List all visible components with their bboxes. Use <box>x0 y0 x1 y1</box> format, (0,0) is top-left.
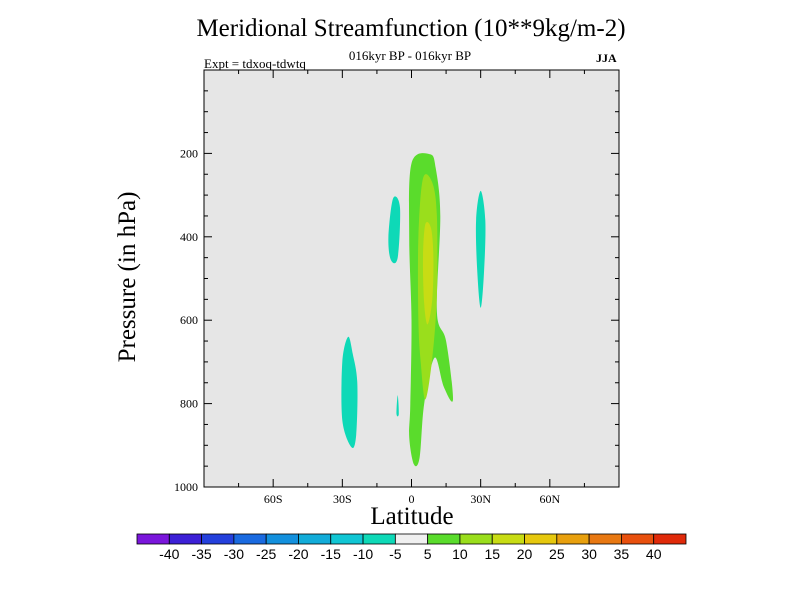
colorbar-label: 10 <box>452 546 468 562</box>
contour-regions <box>341 153 486 467</box>
colorbar-box <box>233 533 267 545</box>
colorbar-box <box>427 533 461 545</box>
x-tick-label: 60S <box>264 492 283 506</box>
colorbar-label: 5 <box>424 546 432 562</box>
season-label: JJA <box>596 51 617 65</box>
chart-title: Meridional Streamfunction (10**9kg/m-2) <box>196 15 626 42</box>
contour-region-3 <box>475 190 486 308</box>
colorbar-label: 40 <box>646 546 662 562</box>
x-tick-label: 0 <box>409 492 415 506</box>
colorbar-label: 30 <box>581 546 597 562</box>
colorbar-box <box>201 533 235 545</box>
colorbar-label: 20 <box>517 546 533 562</box>
y-tick-label: 400 <box>180 230 198 244</box>
experiment-label: Expt = tdxoq-tdwtq <box>204 56 306 71</box>
colorbar-box <box>298 533 332 545</box>
x-axis-label: Latitude <box>370 503 454 530</box>
colorbar-label: -15 <box>321 546 341 562</box>
colorbar-label: 25 <box>549 546 565 562</box>
colorbar-box <box>459 533 493 545</box>
colorbar-box <box>168 533 202 545</box>
x-tick-label: 30S <box>333 492 352 506</box>
colorbar-label: -35 <box>191 546 211 562</box>
colorbar-box <box>265 533 299 545</box>
colorbar-label: -20 <box>288 546 308 562</box>
contour-region-0 <box>341 336 358 449</box>
colorbar-label: -10 <box>353 546 373 562</box>
colorbar-label: 15 <box>484 546 500 562</box>
colorbar-box <box>394 533 429 545</box>
colorbar-box <box>621 533 655 545</box>
chart-subtitle: 016kyr BP - 016kyr BP <box>348 48 472 63</box>
colorbar-label: -25 <box>256 546 276 562</box>
colorbar-box <box>653 533 687 545</box>
contour-region-1 <box>388 196 401 264</box>
colorbar-box <box>491 533 525 545</box>
colorbar-label: -40 <box>159 546 179 562</box>
colorbar-label: -30 <box>224 546 244 562</box>
colorbar-box <box>330 533 364 545</box>
contour-region-6 <box>422 221 434 325</box>
y-tick-label: 800 <box>180 397 198 411</box>
y-tick-label: 1000 <box>174 480 198 494</box>
colorbar: -40 -35 -30 -25 -20 -15 -10 -5 5 10 15 20 25 30 35 40 <box>136 533 687 562</box>
x-tick-label: 60N <box>539 492 560 506</box>
colorbar-label: -5 <box>389 546 402 562</box>
colorbar-box <box>588 533 622 545</box>
contour-region-2 <box>396 395 399 417</box>
colorbar-box <box>524 533 558 545</box>
axis-ticks: 60S 30S 0 30N 60N 200 400 600 800 1000 <box>174 70 619 506</box>
colorbar-box <box>362 533 396 545</box>
y-tick-label: 200 <box>180 146 198 160</box>
colorbar-label: 35 <box>614 546 630 562</box>
y-tick-label: 600 <box>180 313 198 327</box>
colorbar-box <box>136 533 170 545</box>
x-tick-label: 30N <box>470 492 491 506</box>
colorbar-box <box>556 533 590 545</box>
